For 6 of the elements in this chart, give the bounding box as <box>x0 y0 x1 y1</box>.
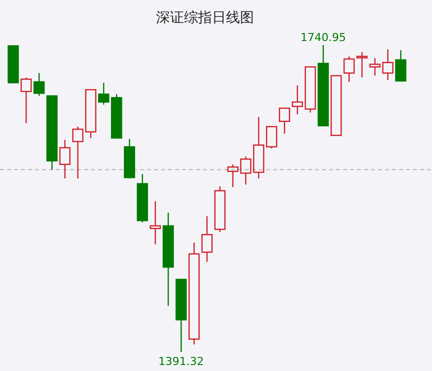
candlestick <box>150 200 161 245</box>
annotation: 1740.95 <box>300 31 346 44</box>
candlestick <box>162 212 174 306</box>
candlestick <box>201 216 213 262</box>
annotation: 1391.32 <box>158 355 204 368</box>
chart-title: 深证综指日线图 <box>156 10 254 26</box>
